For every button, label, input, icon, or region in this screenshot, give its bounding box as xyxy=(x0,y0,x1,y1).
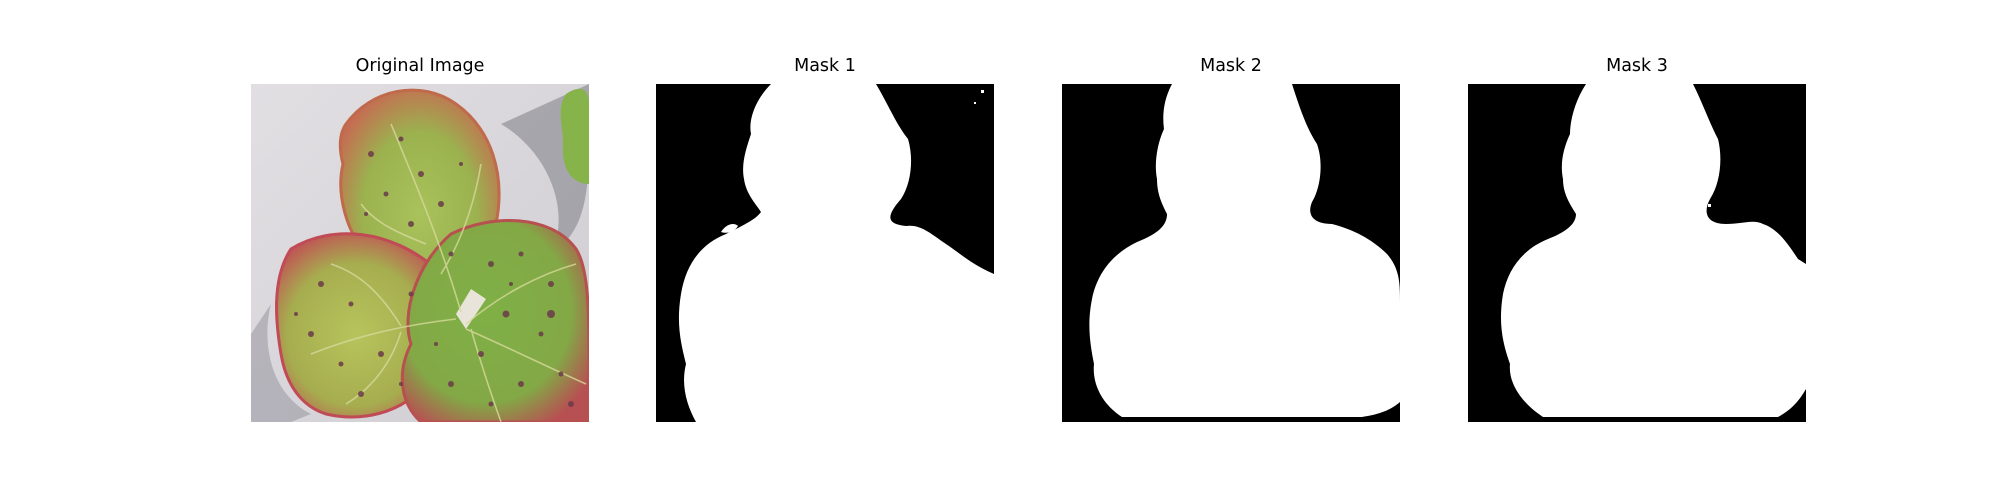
original-image-title: Original Image xyxy=(355,56,485,76)
leaf-photo xyxy=(251,84,589,422)
original-image-panel: Original Image xyxy=(251,56,589,422)
mask-1-title: Mask 1 xyxy=(794,56,856,76)
segmentation-mask-1 xyxy=(656,84,994,422)
segmentation-mask-2 xyxy=(1062,84,1400,422)
mask-3-title: Mask 3 xyxy=(1606,56,1668,76)
mask-2-title: Mask 2 xyxy=(1200,56,1262,76)
segmentation-mask-3 xyxy=(1468,84,1806,422)
mask-2-panel: Mask 2 xyxy=(1062,56,1400,422)
mask-1-panel: Mask 1 xyxy=(656,56,994,422)
mask-3-panel: Mask 3 xyxy=(1468,56,1806,422)
